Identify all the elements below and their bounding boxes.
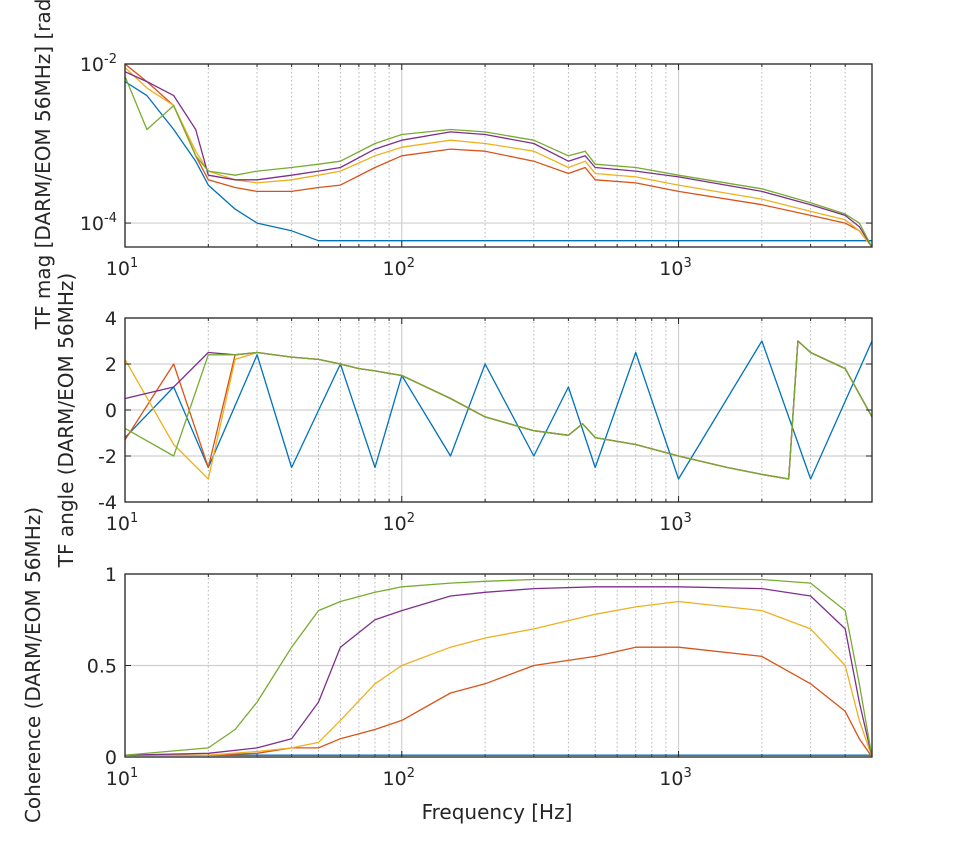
y-tick-label: 0.5 (87, 656, 117, 678)
y-tick-label: -4 (98, 492, 117, 514)
subplot-coherence: 101 102 103 0 0.5 1 (87, 564, 873, 790)
y-axis-label-angle: TF angle (DARM/EOM 56MHz) (54, 273, 78, 568)
x-tick-label: 102 (383, 511, 415, 535)
x-tick-label: 103 (659, 511, 691, 535)
series-line-3 (125, 600, 872, 757)
series-line-4 (125, 586, 872, 757)
series-line-2 (125, 64, 872, 247)
x-tick-label: 102 (383, 766, 415, 790)
x-tick-label: 101 (106, 256, 138, 280)
x-axis-label-frequency: Frequency [Hz] (422, 800, 573, 824)
y-tick-label: 0 (105, 400, 117, 422)
y-axis-label-coherence: Coherence (DARM/EOM 56MHz) (21, 507, 45, 823)
series-line-3 (125, 67, 872, 247)
x-tick-label: 101 (106, 766, 138, 790)
y-tick-label: 1 (105, 564, 117, 586)
y-tick-label: -2 (98, 446, 117, 468)
subplot-magnitude: 101 102 103 10-4 10-2 (80, 52, 873, 280)
subplot-angle: 101 102 103 -4 -2 0 2 4 (98, 308, 873, 535)
x-tick-label: 103 (659, 766, 691, 790)
series-line-5 (125, 340, 872, 480)
series-group (125, 64, 872, 247)
series-line-5 (125, 578, 872, 757)
y-axis-label-magnitude: TF mag [DARM/EOM 56MHz] [rad] (31, 0, 55, 330)
series-line-2 (125, 646, 872, 757)
series-line-1 (125, 81, 872, 242)
y-tick-label: 2 (105, 354, 117, 376)
x-tick-label: 102 (383, 256, 415, 280)
y-tick-label: 10-2 (80, 52, 117, 76)
y-tick-label: 10-4 (80, 211, 117, 235)
series-group (125, 578, 872, 757)
x-tick-label: 103 (659, 256, 691, 280)
x-tick-label: 101 (106, 511, 138, 535)
series-line-1 (125, 340, 872, 480)
series-line-5 (125, 76, 872, 247)
series-group (125, 340, 872, 480)
y-tick-label: 0 (105, 747, 117, 769)
axes-frame (124, 63, 873, 248)
y-tick-label: 4 (105, 308, 117, 330)
series-line-4 (125, 71, 872, 247)
